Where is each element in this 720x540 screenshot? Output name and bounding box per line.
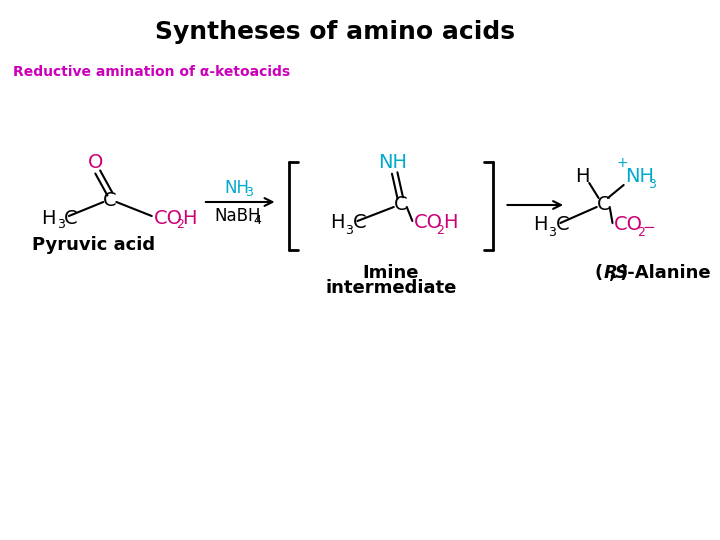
Text: NaBH: NaBH — [214, 207, 261, 225]
Text: −: − — [642, 220, 655, 235]
Text: C: C — [596, 195, 610, 214]
Text: S: S — [614, 264, 627, 282]
Text: O: O — [88, 152, 104, 172]
Text: NH: NH — [225, 179, 250, 197]
Text: CO: CO — [153, 208, 183, 227]
Text: 2: 2 — [436, 224, 444, 237]
Text: 2: 2 — [176, 219, 184, 232]
Text: 2: 2 — [636, 226, 644, 239]
Text: (: ( — [595, 264, 603, 282]
Text: NH: NH — [378, 153, 408, 172]
Text: +: + — [616, 156, 628, 170]
Text: NH: NH — [626, 167, 654, 186]
Text: Syntheses of amino acids: Syntheses of amino acids — [155, 20, 515, 44]
Text: ,: , — [609, 264, 616, 282]
Text: H: H — [533, 215, 547, 234]
Text: Reductive amination of α-ketoacids: Reductive amination of α-ketoacids — [13, 65, 290, 79]
Text: Pyruvic acid: Pyruvic acid — [32, 236, 155, 254]
Text: H: H — [182, 208, 197, 227]
Text: R: R — [603, 264, 617, 282]
Text: Imine: Imine — [363, 264, 419, 282]
Text: 3: 3 — [346, 224, 354, 237]
Text: 3: 3 — [57, 219, 65, 232]
Text: 3: 3 — [648, 178, 656, 191]
Text: H: H — [41, 208, 56, 227]
Text: CO: CO — [614, 215, 644, 234]
Text: C: C — [556, 215, 570, 234]
Text: )-Alanine: )-Alanine — [620, 264, 711, 282]
Text: C: C — [103, 191, 117, 210]
Text: C: C — [393, 195, 407, 214]
Text: 3: 3 — [549, 226, 556, 239]
Text: 3: 3 — [246, 186, 253, 199]
Text: C: C — [353, 213, 366, 233]
Text: 4: 4 — [253, 214, 261, 227]
Text: H: H — [330, 213, 344, 233]
Text: intermediate: intermediate — [325, 279, 456, 297]
Text: CO: CO — [414, 213, 444, 233]
Text: H: H — [443, 213, 458, 233]
Text: C: C — [64, 208, 78, 227]
Text: H: H — [575, 167, 590, 186]
